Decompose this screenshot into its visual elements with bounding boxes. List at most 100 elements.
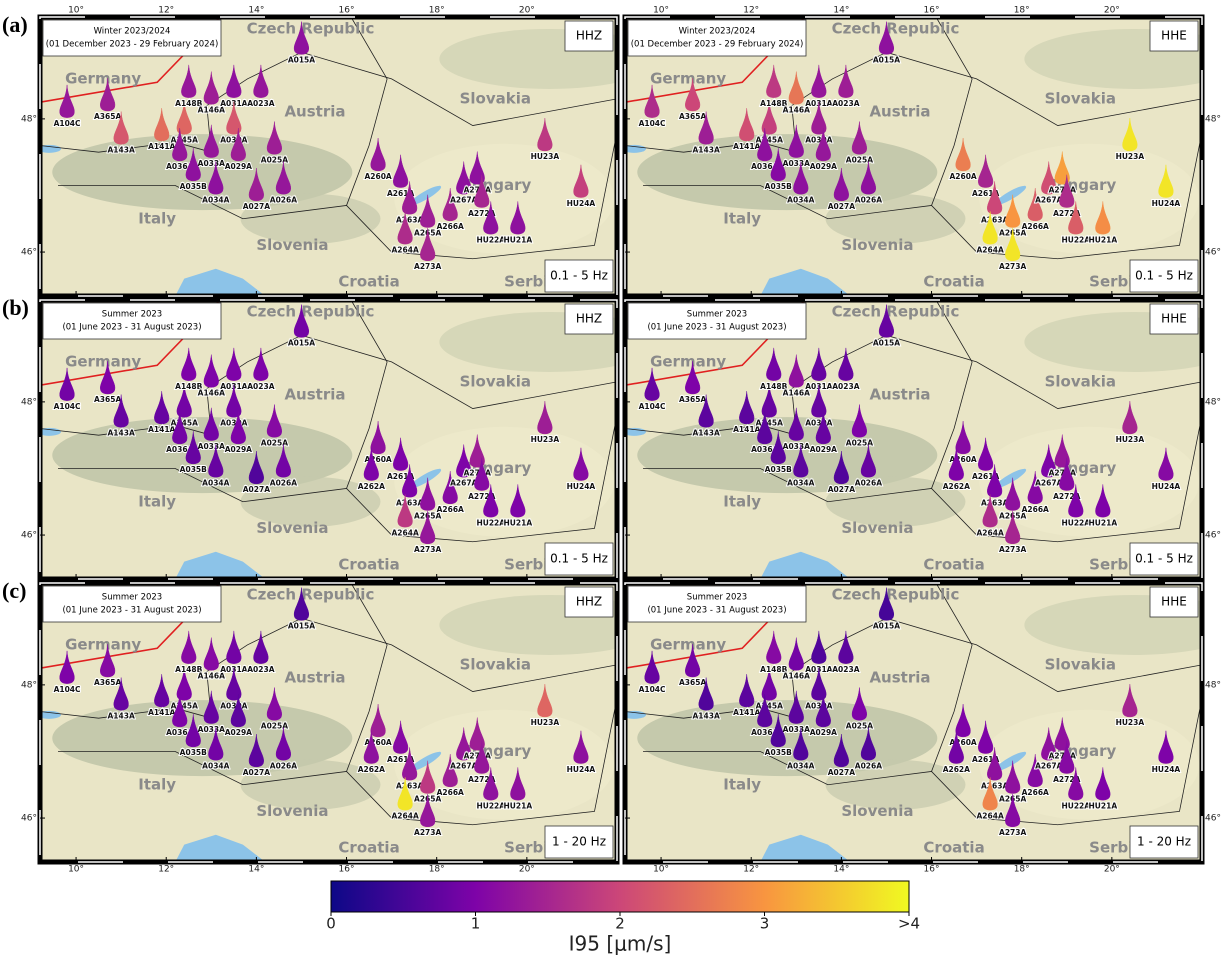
station-label: HU23A [531, 435, 560, 444]
station-label: A143A [108, 712, 135, 721]
station-label: A273A [414, 828, 441, 837]
x-tick-label: 20° [1104, 865, 1120, 875]
station-label: A035B [765, 465, 792, 474]
station-label: A025A [261, 439, 288, 448]
station-label: A026A [855, 195, 882, 204]
panel-label: (c) [2, 578, 26, 603]
season-title: Summer 2023 [687, 593, 747, 603]
country-label: Czech Republic [832, 19, 960, 37]
station-label: A273A [999, 545, 1026, 554]
station-label: A034A [202, 195, 229, 204]
station-label: A104C [54, 119, 81, 128]
station-label: A145A [756, 702, 783, 711]
station-label: A143A [108, 146, 135, 155]
station-label: A143A [693, 712, 720, 721]
station-label: A273A [999, 262, 1026, 271]
colorbar-tick-label: 2 [615, 915, 625, 933]
x-tick-label: 18° [1014, 6, 1030, 16]
season-title: Winter 2023/2024 [679, 27, 756, 37]
station-label: A015A [288, 339, 315, 348]
station-label: A273A [414, 545, 441, 554]
station-label: A015A [873, 339, 900, 348]
station-label: A104C [639, 119, 666, 128]
station-label: A104C [54, 685, 81, 694]
y-tick-label: 46° [21, 814, 37, 824]
country-label: Croatia [338, 556, 399, 574]
station-label: A262A [358, 765, 385, 774]
station-label: HU23A [1116, 152, 1145, 161]
colorbar-label: I95 [μm/s] [569, 932, 672, 956]
y-tick-label: 48° [1205, 397, 1221, 407]
station-label: A263A [396, 781, 423, 790]
station-label: A143A [693, 146, 720, 155]
country-label: Croatia [923, 556, 984, 574]
station-label: A026A [270, 195, 297, 204]
country-label: Slovenia [256, 519, 328, 537]
country-label: Italy [138, 492, 176, 510]
season-period: (01 June 2023 - 31 August 2023) [62, 606, 201, 616]
station-label: HU24A [1152, 482, 1181, 491]
country-label: Germany [650, 69, 726, 87]
station-label: HU24A [567, 199, 596, 208]
station-label: A267A [450, 761, 477, 770]
station-label: A035B [765, 748, 792, 757]
station-label: A365A [679, 395, 706, 404]
station-label: HU21A [1089, 518, 1118, 527]
y-tick-label: 48° [1205, 680, 1221, 690]
station-label: A027A [828, 202, 855, 211]
station-label: A030A [220, 419, 247, 428]
country-label: Slovenia [256, 802, 328, 820]
season-period: (01 June 2023 - 31 August 2023) [647, 323, 786, 333]
station-label: A267A [450, 478, 477, 487]
map-panel: GermanyCzech RepublicAustriaSlovakiaHung… [37, 17, 659, 296]
station-label: HU21A [504, 518, 533, 527]
station-label: A262A [943, 482, 970, 491]
component-label: HHE [1161, 312, 1187, 326]
station-label: A029A [810, 445, 837, 454]
station-label: A260A [949, 172, 976, 181]
station-label: A025A [846, 156, 873, 165]
country-label: Italy [723, 775, 761, 793]
country-label: Czech Republic [832, 302, 960, 320]
station-label: A029A [225, 445, 252, 454]
season-title: Summer 2023 [102, 593, 162, 603]
season-title: Summer 2023 [102, 310, 162, 320]
station-label: A104C [639, 685, 666, 694]
station-label: A034A [202, 478, 229, 487]
y-tick-label: 48° [21, 680, 37, 690]
x-tick-label: 18° [429, 865, 445, 875]
station-label: HU22A [476, 801, 505, 810]
station-label: A145A [756, 136, 783, 145]
station-label: A023A [832, 99, 859, 108]
x-tick-label: 18° [429, 6, 445, 16]
station-label: A030A [805, 419, 832, 428]
station-label: A030A [805, 136, 832, 145]
station-label: A263A [981, 498, 1008, 507]
station-label: A034A [202, 761, 229, 770]
station-label: A025A [846, 722, 873, 731]
country-label: Slovenia [256, 236, 328, 254]
station-label: A266A [1022, 505, 1049, 514]
country-label: Germany [65, 69, 141, 87]
station-label: A033A [783, 159, 810, 168]
station-label: A266A [1022, 788, 1049, 797]
x-tick-label: 12° [743, 6, 759, 16]
station-label: A023A [832, 382, 859, 391]
y-tick-label: 48° [21, 397, 37, 407]
x-tick-label: 16° [924, 865, 940, 875]
component-label: HHE [1161, 595, 1187, 609]
station-label: HU21A [504, 235, 533, 244]
x-tick-label: 12° [158, 865, 174, 875]
season-period: (01 June 2023 - 31 August 2023) [62, 323, 201, 333]
station-label: A145A [171, 136, 198, 145]
station-label: A262A [943, 765, 970, 774]
station-label: A025A [261, 722, 288, 731]
y-tick-label: 46° [21, 531, 37, 541]
y-tick-label: 48° [1205, 114, 1221, 124]
x-tick-label: 10° [68, 6, 84, 16]
station-label: A266A [437, 505, 464, 514]
period-box [43, 586, 221, 622]
country-label: Austria [869, 386, 930, 404]
band-label: 0.1 - 5 Hz [550, 269, 608, 283]
station-label: A264A [392, 245, 419, 254]
